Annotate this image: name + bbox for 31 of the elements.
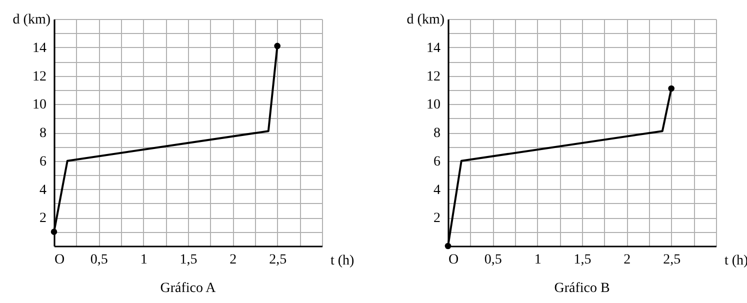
y-tick-label: 14: [32, 40, 46, 56]
text: Gráfico B: [554, 281, 610, 296]
y-tick-label: 4: [434, 182, 440, 198]
x-tick-label: 1: [140, 252, 148, 268]
x-tick-label: 2,5: [663, 252, 681, 268]
x-tick-label: O: [448, 252, 459, 268]
x-tick-label: 2: [624, 252, 631, 268]
y-tick-label: 12: [426, 69, 440, 84]
y-tick-label: 10: [426, 98, 440, 113]
x-axis-title: t (h): [330, 254, 355, 268]
y-tick-label: 8: [434, 126, 440, 141]
text: Gráfico A: [160, 281, 217, 296]
y-tick-label: 6: [434, 154, 440, 170]
x-tick-label: 2,5: [269, 252, 287, 268]
x-tick-label: 0,5: [484, 252, 502, 268]
y-tick-label: 2: [40, 211, 46, 226]
y-tick-label: 10: [32, 98, 46, 113]
y-tick-label: 12: [32, 69, 46, 84]
y-axis-title: d (km): [12, 12, 51, 28]
x-tick-label: 1,5: [180, 252, 198, 268]
x-tick-label: 2: [230, 252, 237, 268]
y-tick-label: 2: [434, 211, 440, 226]
x-tick-label: 0,5: [90, 252, 108, 268]
x-tick-label: 1,5: [574, 252, 592, 268]
x-tick-label: 1: [534, 252, 542, 268]
y-axis-title: d (km): [406, 12, 445, 28]
y-tick-label: 8: [40, 126, 46, 141]
y-tick-label: 4: [40, 182, 46, 198]
x-tick-label: O: [54, 252, 65, 268]
y-tick-label: 6: [40, 154, 46, 170]
y-tick-label: 14: [426, 40, 440, 56]
